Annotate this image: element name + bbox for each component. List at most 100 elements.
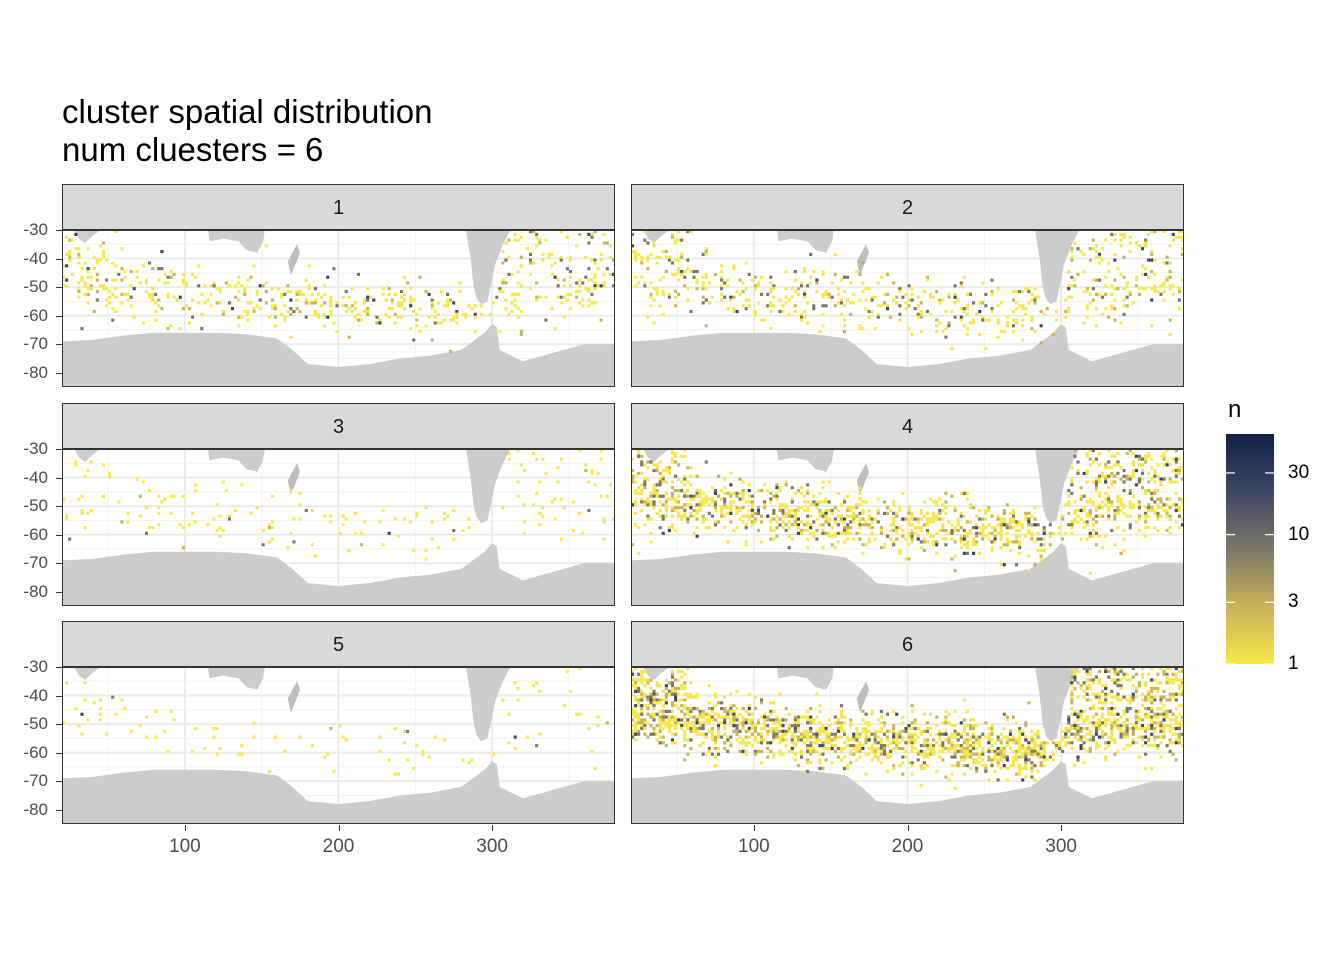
heat-cell — [978, 531, 982, 535]
heat-cell — [1097, 503, 1102, 507]
heat-cell — [599, 449, 603, 453]
heat-cell — [86, 287, 90, 291]
heat-cell — [1079, 517, 1083, 521]
heat-cell — [799, 491, 804, 495]
heat-cell — [421, 752, 425, 756]
heat-cell — [775, 514, 779, 518]
heat-cell — [1162, 709, 1166, 713]
heat-cell — [1042, 543, 1046, 547]
heat-cell — [790, 514, 794, 518]
heat-cell — [1107, 692, 1111, 696]
heat-cell — [393, 292, 397, 296]
heat-cell — [553, 327, 557, 331]
heat-cell — [584, 275, 588, 279]
heat-cell — [941, 732, 945, 736]
heat-cell — [959, 758, 963, 762]
heat-cell — [1159, 480, 1163, 484]
heat-cell — [1110, 466, 1114, 470]
heat-cell — [775, 721, 779, 725]
heat-cell — [1039, 752, 1043, 756]
heat-cell — [1021, 752, 1025, 756]
heat-cell — [793, 729, 797, 733]
heat-cell — [341, 514, 345, 518]
heat-cell — [836, 721, 840, 725]
heat-cell — [999, 546, 1003, 550]
heat-cell — [277, 287, 281, 291]
heat-cell — [1168, 332, 1172, 336]
heat-cell — [842, 528, 847, 533]
heat-cell — [1147, 712, 1151, 716]
heat-cell — [809, 718, 813, 722]
heat-cell — [674, 500, 678, 504]
heat-cell — [1159, 701, 1163, 705]
heat-cell — [1079, 712, 1083, 716]
heat-cell — [769, 718, 773, 722]
heat-cell — [522, 520, 526, 524]
heat-cell — [1054, 744, 1059, 748]
heat-cell — [1125, 281, 1129, 285]
heat-cell — [65, 284, 69, 288]
heat-cell — [738, 497, 742, 501]
heat-cell — [634, 523, 638, 527]
heat-cell — [806, 546, 810, 550]
heat-cell — [741, 726, 745, 731]
heat-cell — [916, 295, 920, 299]
heat-cell — [120, 247, 124, 251]
heat-cell — [664, 701, 668, 705]
heat-cell — [713, 503, 718, 507]
heat-cell — [766, 724, 770, 728]
heat-cell — [1153, 287, 1157, 291]
heat-cell — [778, 692, 782, 696]
heat-cell — [117, 272, 121, 276]
heat-cell — [264, 281, 268, 285]
heat-cell — [1113, 738, 1117, 742]
heat-cell — [867, 540, 871, 544]
heat-cell — [1018, 735, 1022, 739]
heat-cell — [323, 755, 327, 759]
heat-cell — [701, 287, 705, 291]
heat-cell — [1079, 494, 1083, 498]
heat-cell — [704, 324, 708, 328]
heat-cell — [990, 514, 994, 518]
heat-cell — [227, 517, 231, 521]
heat-cell — [658, 508, 662, 513]
heat-cell — [1168, 749, 1172, 753]
heat-cell — [1134, 468, 1138, 473]
heat-cell — [852, 735, 856, 739]
heat-cell — [1159, 681, 1163, 685]
heat-cell — [824, 735, 828, 739]
heat-cell — [418, 275, 422, 279]
heat-cell — [516, 238, 520, 242]
heat-cell — [643, 477, 647, 481]
heat-cell — [1002, 726, 1006, 731]
heat-cell — [381, 543, 385, 547]
heat-cell — [938, 517, 942, 521]
heat-cell — [680, 238, 684, 242]
heat-cell — [1137, 463, 1141, 467]
heat-cell — [975, 526, 979, 530]
heat-cell — [677, 477, 681, 481]
heat-cell — [689, 230, 693, 234]
heat-cell — [578, 667, 582, 671]
heat-cell — [332, 769, 336, 773]
heat-cell — [261, 543, 265, 547]
heat-cell — [1024, 758, 1028, 762]
heat-cell — [775, 735, 779, 739]
heat-cell — [1011, 508, 1016, 513]
heat-cell — [135, 477, 139, 481]
heat-cell — [763, 318, 767, 322]
heat-cell — [1002, 508, 1006, 513]
heat-cell — [744, 752, 748, 756]
heat-cell — [1008, 729, 1012, 733]
heat-cell — [818, 761, 822, 765]
heat-cell — [683, 474, 687, 478]
heat-cell — [1174, 758, 1178, 762]
heat-cell — [1107, 261, 1111, 265]
heat-cell — [246, 309, 250, 314]
heat-cell — [910, 523, 914, 527]
heat-cell — [144, 281, 149, 285]
heat-cell — [637, 721, 641, 725]
heat-cell — [707, 712, 711, 716]
heat-cell — [833, 252, 837, 256]
heat-cell — [683, 681, 687, 685]
